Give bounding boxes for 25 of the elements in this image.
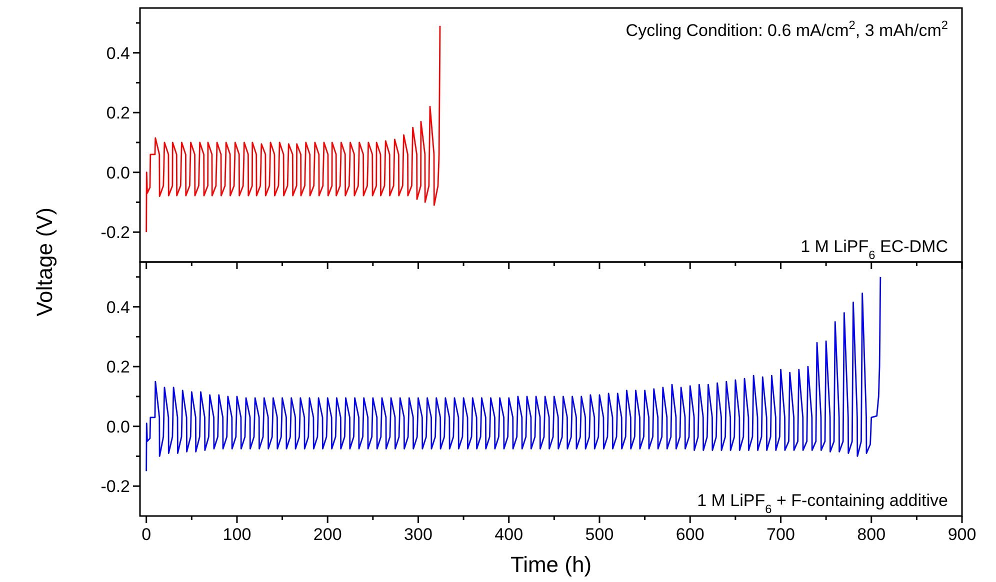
x-tick-label: 100 [222, 525, 252, 544]
x-tick-label: 300 [404, 525, 432, 544]
annotation: 1 M LiPF$_{6}$ + F-containing additive [697, 491, 948, 516]
y-tick-label: -0.2 [100, 223, 130, 242]
y-tick-label: -0.2 [100, 477, 130, 496]
y-tick-label: 0.0 [106, 417, 130, 436]
y-tick-label: 0.2 [106, 104, 130, 123]
x-tick-label: 900 [948, 525, 976, 544]
y-tick-label: 0.0 [106, 163, 130, 182]
x-tick-label: 0 [142, 525, 152, 544]
line-series [146, 25, 441, 233]
annotation: Cycling Condition: 0.6 mA/cm$^{2}$, 3 mAh/cm$^{2}$ [626, 18, 948, 40]
x-tick-label: 800 [857, 525, 886, 544]
line-series [146, 276, 882, 472]
y-tick-label: 0.4 [106, 44, 130, 63]
x-tick-label: 700 [766, 525, 795, 544]
x-tick-label: 200 [313, 525, 342, 544]
x-tick-label: 400 [494, 525, 524, 544]
x-tick-label: 600 [676, 525, 704, 544]
annotation: 1 M LiPF$_{6}$ EC-DMC [800, 237, 948, 262]
y-tick-label: 0.2 [106, 358, 130, 377]
y-axis-title: Voltage (V) [32, 208, 57, 316]
y-tick-label: 0.4 [106, 298, 130, 317]
x-tick-label: 500 [585, 525, 614, 544]
x-axis-title: Time (h) [510, 552, 592, 577]
